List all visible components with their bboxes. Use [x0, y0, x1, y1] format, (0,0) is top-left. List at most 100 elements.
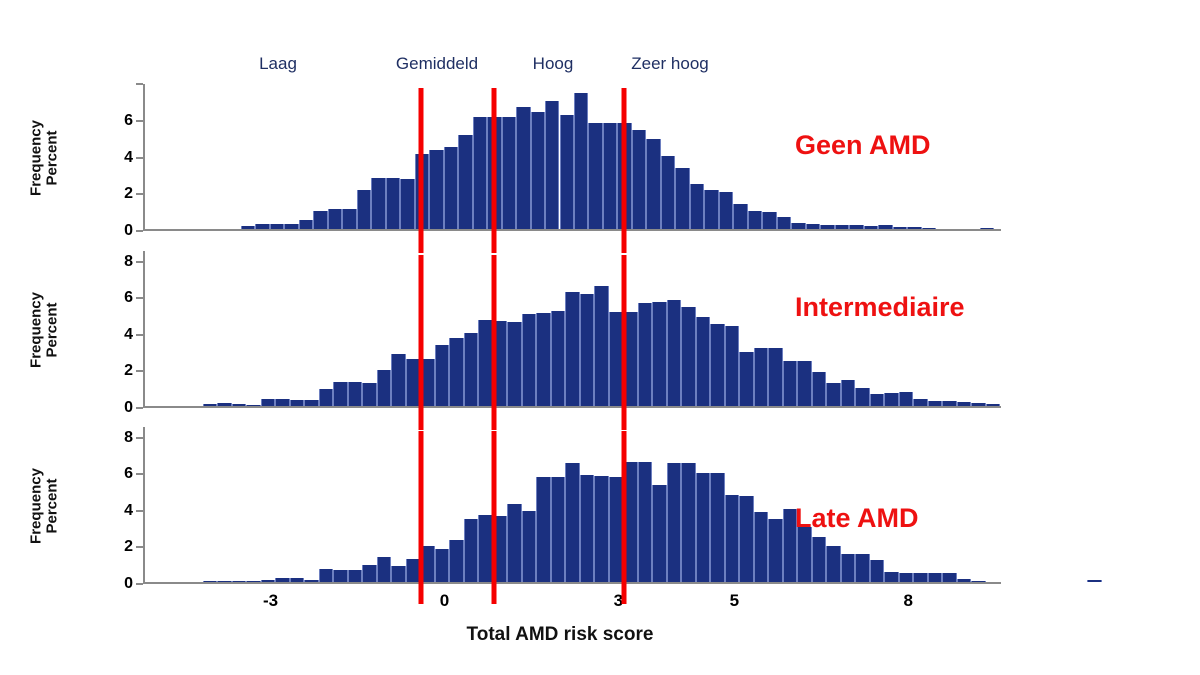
y-tick-label: 6 — [124, 111, 133, 129]
histogram-bar — [840, 379, 856, 406]
histogram-bar — [434, 549, 450, 582]
histogram-bar — [927, 572, 943, 582]
histogram-bar — [246, 581, 261, 582]
histogram-bar — [747, 210, 763, 229]
y-tick-mark — [136, 83, 143, 85]
histogram-bar — [550, 311, 566, 406]
histogram-bar — [739, 496, 754, 582]
histogram-bar — [724, 495, 740, 582]
histogram-bar — [579, 293, 595, 406]
y-tick-label: 6 — [124, 289, 133, 307]
histogram-bar — [217, 581, 232, 582]
histogram-bar — [704, 189, 719, 229]
histogram-bar — [637, 302, 653, 406]
histogram-bar — [443, 147, 459, 229]
histogram-bar — [284, 223, 299, 229]
histogram-bar — [333, 382, 348, 406]
histogram-bar — [434, 344, 450, 406]
y-tick-label: 4 — [124, 501, 133, 519]
histogram-bar — [501, 116, 517, 229]
histogram-bar — [913, 572, 928, 582]
histogram-bar — [463, 332, 479, 406]
histogram-bar — [559, 115, 574, 229]
histogram-bar — [298, 219, 314, 229]
risk-cutoff-line-3 — [621, 431, 627, 604]
risk-band-label-4: Zeer hoog — [631, 54, 709, 73]
histogram-bar — [356, 189, 372, 229]
histogram-bar — [246, 404, 261, 406]
histogram-bar — [927, 400, 943, 406]
risk-band-label-2: Gemiddeld — [395, 54, 479, 73]
histogram-bar — [217, 403, 232, 406]
histogram-bar — [797, 361, 812, 406]
histogram-bar — [985, 404, 1001, 406]
histogram-bar — [753, 511, 769, 582]
histogram-bar — [718, 192, 734, 229]
y-tick-label: 8 — [124, 252, 133, 270]
y-tick-mark — [136, 546, 143, 549]
panel-annotation-2: Intermediaire — [795, 292, 965, 322]
histogram-bar — [840, 553, 856, 582]
y-tick-label: 4 — [124, 148, 133, 166]
histogram-bar — [878, 225, 893, 229]
histogram-bar — [652, 301, 667, 406]
histogram-bar — [304, 580, 319, 582]
histogram-bar — [463, 519, 479, 582]
histogram-bar — [347, 570, 363, 582]
histogram-bar — [855, 387, 870, 406]
histogram-bar — [739, 352, 754, 406]
y-axis-title-line1: Frequency — [27, 467, 45, 544]
histogram-bar — [318, 388, 334, 406]
bar-series — [145, 251, 1001, 406]
y-tick-mark — [136, 193, 143, 196]
plot-area — [143, 427, 1102, 584]
histogram-bar — [681, 463, 696, 582]
histogram-bar — [313, 210, 328, 229]
histogram-bar — [776, 217, 792, 229]
histogram-bar — [1087, 579, 1102, 582]
histogram-bar — [898, 392, 914, 406]
histogram-bar — [400, 179, 415, 229]
x-tick-label-3: 3 — [613, 591, 624, 610]
histogram-bar — [275, 398, 290, 406]
histogram-bar — [536, 312, 551, 406]
y-tick-mark — [136, 436, 143, 439]
histogram-bar — [782, 508, 798, 582]
histogram-bar — [820, 225, 835, 229]
y-tick-label: 0 — [124, 575, 133, 592]
y-tick-mark — [136, 297, 143, 300]
x-tick-label-2: 0 — [439, 591, 450, 610]
y-tick-label: 0 — [124, 222, 133, 239]
histogram-bar — [695, 316, 711, 406]
histogram-bar — [545, 101, 560, 229]
histogram-bar — [260, 398, 276, 406]
histogram-bar — [327, 208, 343, 229]
histogram-bar — [362, 383, 377, 406]
risk-cutoff-line-2 — [491, 431, 497, 604]
y-tick-label: 2 — [124, 185, 133, 203]
histogram-bar — [956, 402, 972, 406]
histogram-bar — [289, 578, 305, 582]
risk-cutoff-line-1 — [418, 88, 424, 253]
histogram-bar — [971, 403, 986, 406]
histogram-bar — [710, 473, 725, 582]
histogram-bar — [594, 476, 609, 582]
histogram-bar — [892, 227, 908, 229]
histogram-bar — [834, 225, 850, 229]
histogram-bar — [666, 463, 682, 582]
histogram-bar — [869, 394, 885, 406]
risk-cutoff-line-1 — [418, 255, 424, 430]
plot-area — [143, 84, 1001, 231]
y-tick-mark — [136, 509, 143, 512]
histogram-bar — [849, 225, 864, 229]
panel-annotation-3: Late AMD — [795, 503, 919, 533]
histogram-bar — [666, 300, 682, 406]
histogram-bar — [255, 223, 270, 229]
histogram-bar — [391, 353, 406, 406]
y-tick-mark — [136, 370, 143, 373]
y-tick-mark — [136, 119, 143, 122]
histogram-bar — [898, 572, 914, 582]
y-tick-label: 8 — [124, 428, 133, 446]
histogram-bar — [202, 581, 218, 582]
